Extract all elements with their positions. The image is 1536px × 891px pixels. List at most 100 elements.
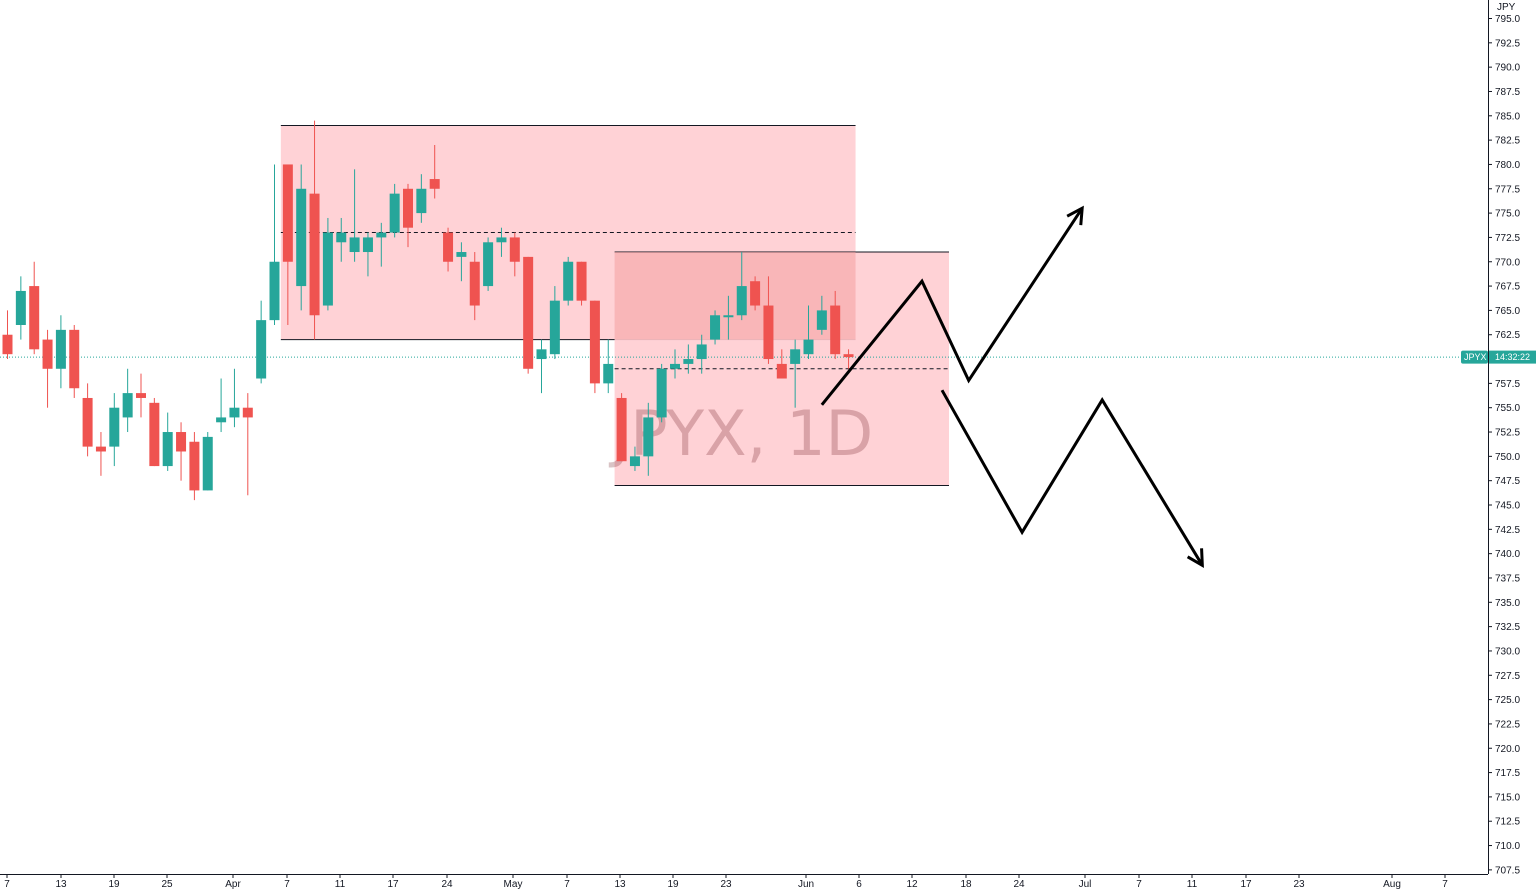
candle[interactable] (790, 339, 801, 408)
candle-body (82, 397, 93, 447)
candle[interactable] (830, 290, 841, 360)
candle[interactable] (136, 373, 146, 418)
candle-body (683, 359, 694, 364)
price-axis[interactable]: 707.5 710.0 712.5 715.0 717.5 720.0 722.5 725.0… (1488, 0, 1536, 876)
price-tick-label: 792.5 (1495, 38, 1520, 49)
candle[interactable] (803, 305, 814, 360)
candle[interactable] (162, 412, 173, 471)
candle-body (122, 393, 133, 418)
candle[interactable] (42, 329, 53, 408)
candle[interactable] (176, 422, 187, 481)
candle[interactable] (429, 144, 440, 199)
candle[interactable] (349, 169, 360, 262)
candle[interactable] (523, 256, 534, 374)
candle[interactable] (843, 349, 854, 369)
candle[interactable] (256, 300, 267, 384)
candle-body (563, 261, 574, 301)
candle[interactable] (389, 183, 400, 238)
bearish-projection-path[interactable] (940, 389, 1204, 567)
candle[interactable] (469, 252, 480, 321)
candle[interactable] (536, 339, 547, 394)
candle[interactable] (763, 276, 774, 364)
time-tick-label: 11 (335, 879, 346, 890)
candle[interactable] (216, 378, 227, 433)
candle[interactable] (296, 164, 307, 311)
candle[interactable] (696, 334, 707, 374)
price-axis-ticks: 707.5 710.0 712.5 715.0 717.5 720.0 722.5 725.0… (1488, 14, 1520, 876)
candle[interactable] (55, 315, 66, 389)
time-axis[interactable]: 7 13 19 25 Apr 7 11 17 24 May 7 13 19 23 Jun 6 12 18 24 Jul… (0, 874, 1536, 891)
candle[interactable] (322, 217, 333, 311)
candle[interactable] (483, 237, 494, 291)
candle[interactable] (95, 432, 106, 476)
time-tick-label: 7 (1136, 879, 1142, 890)
candle[interactable] (616, 393, 627, 462)
bullish-projection-path[interactable] (820, 207, 1084, 406)
price-tick-label: 727.5 (1495, 671, 1520, 682)
candle-body (256, 320, 267, 379)
price-tick-label: 712.5 (1495, 817, 1520, 828)
candle[interactable] (549, 286, 560, 360)
projection-arrows-layer[interactable] (820, 205, 1204, 569)
candle[interactable] (282, 164, 293, 325)
time-tick-label: 7 (4, 879, 10, 890)
candle[interactable] (710, 310, 721, 345)
candle[interactable] (589, 300, 600, 394)
candle-body (816, 310, 827, 330)
candle[interactable] (509, 232, 520, 277)
candle[interactable] (122, 368, 133, 433)
time-tick-label: 13 (55, 879, 67, 890)
price-tick-label: 757.5 (1495, 379, 1520, 390)
candle[interactable] (736, 252, 747, 321)
candle-body (670, 363, 680, 369)
candle[interactable] (816, 295, 827, 335)
candle[interactable] (670, 349, 680, 379)
candle[interactable] (643, 402, 654, 476)
currency-label-background (1489, 0, 1536, 14)
candle[interactable] (723, 295, 734, 340)
candle[interactable] (242, 393, 253, 496)
zone-overlap-2[interactable] (614, 252, 856, 340)
symbol-tag (1461, 350, 1488, 364)
candle[interactable] (336, 217, 347, 262)
time-tick-label: 23 (1293, 879, 1305, 890)
candle[interactable] (443, 227, 454, 272)
candle[interactable] (2, 310, 13, 360)
price-tick-label: 710.0 (1495, 841, 1520, 852)
candle-body (189, 441, 200, 491)
candle[interactable] (629, 446, 640, 471)
time-tick-label: 13 (614, 879, 626, 890)
candle[interactable] (576, 261, 587, 306)
candle-body (282, 164, 293, 262)
candle[interactable] (683, 344, 694, 374)
candle[interactable] (69, 324, 80, 398)
candle[interactable] (82, 383, 93, 457)
candle[interactable] (362, 232, 373, 277)
candle[interactable] (496, 227, 507, 257)
candle[interactable] (776, 349, 787, 379)
candle-body (589, 300, 600, 384)
candle[interactable] (309, 120, 320, 340)
candle[interactable] (149, 397, 160, 467)
candle[interactable] (202, 432, 213, 491)
candle[interactable] (456, 242, 467, 282)
candle[interactable] (403, 183, 413, 248)
candle[interactable] (189, 432, 200, 501)
candle[interactable] (656, 363, 667, 423)
candle[interactable] (376, 222, 387, 267)
candle-body (362, 237, 373, 253)
candle[interactable] (750, 276, 761, 311)
candle[interactable] (416, 174, 427, 223)
candle[interactable] (109, 393, 120, 467)
candle[interactable] (229, 368, 240, 428)
candle[interactable] (15, 276, 26, 340)
candle-body (696, 344, 707, 360)
time-tick-label: Jun (798, 879, 814, 890)
time-axis-ticks: 7 13 19 25 Apr 7 11 17 24 May 7 13 19 23 Jun 6 12 18 24 Jul… (4, 874, 1448, 890)
candle[interactable] (29, 261, 40, 355)
candle[interactable] (603, 339, 614, 394)
candle[interactable] (269, 164, 280, 325)
candle[interactable] (563, 256, 574, 306)
candle-body (176, 432, 187, 452)
